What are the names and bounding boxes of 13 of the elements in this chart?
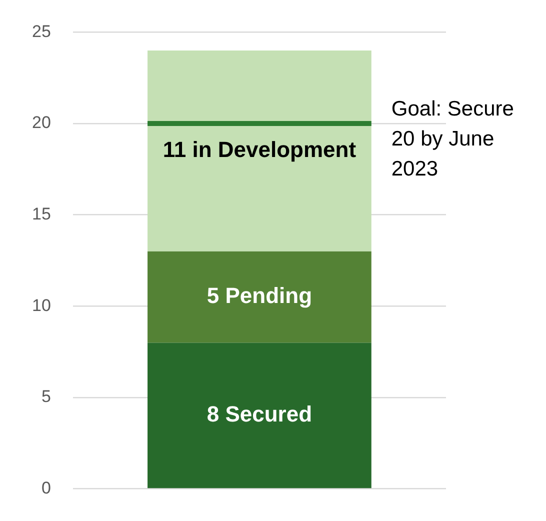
data-label: 11 in Development <box>162 136 357 162</box>
y-tick-label: 10 <box>32 296 51 315</box>
bar <box>148 50 372 252</box>
ref-line-label: Goal: Secure 20 by June 2023 <box>391 97 514 180</box>
bar <box>148 251 372 343</box>
bar <box>148 342 372 488</box>
y-tick-label: 0 <box>41 478 51 498</box>
y-tick-label: 15 <box>32 204 51 224</box>
data-label: 8 Secured <box>206 401 312 426</box>
y-tick-label: 20 <box>32 113 51 132</box>
data-label: 5 Pending <box>206 283 312 308</box>
y-tick-label: 5 <box>41 387 51 406</box>
y-tick-label: 25 <box>32 22 51 41</box>
